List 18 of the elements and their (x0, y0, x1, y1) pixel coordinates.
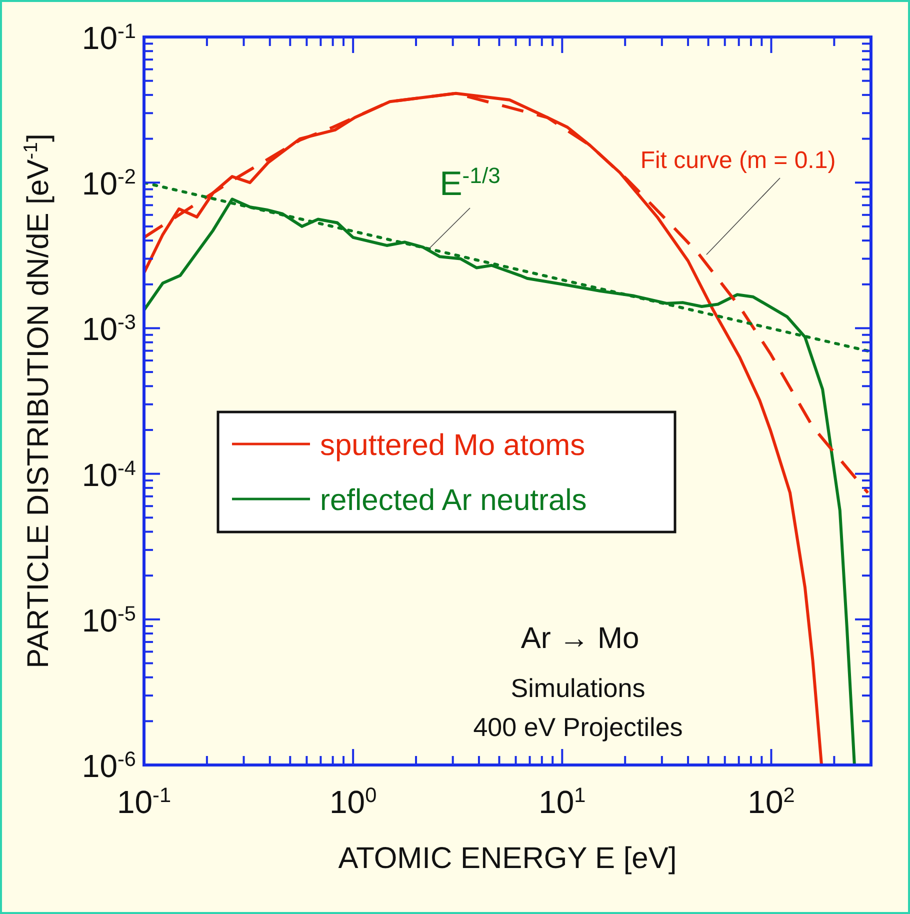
legend-label: sputtered Mo atoms (320, 429, 586, 462)
y-tick-label: 10$^{-4}$ (82, 456, 136, 493)
x-axis-title: ATOMIC ENERGY E [eV] (338, 842, 677, 875)
x-tick-label: 10$^{0}$ (329, 784, 377, 820)
y-tick-label: 10$^{-1}$ (82, 20, 136, 56)
annotation: E$^{-1/3}$ (440, 162, 500, 203)
annotation: Simulations (510, 673, 646, 703)
x-tick-label: 10$^{-1}$ (116, 784, 172, 820)
y-tick-label: 10$^{-3}$ (82, 310, 136, 348)
y-tick-label: 10$^{-6}$ (82, 748, 136, 784)
y-tick-label: 10$^{-5}$ (82, 602, 136, 638)
legend-label: reflected Ar neutrals (320, 484, 587, 517)
x-tick-label: 10$^{1}$ (538, 784, 586, 820)
x-tick-label: 10$^{2}$ (748, 784, 795, 820)
annotation: Ar → Mo (520, 622, 640, 655)
annotation: Fit curve (m = 0.1) (640, 147, 836, 174)
annotation: 400 eV Projectiles (473, 712, 683, 742)
y-tick-label: 10$^{-2}$ (82, 165, 136, 202)
